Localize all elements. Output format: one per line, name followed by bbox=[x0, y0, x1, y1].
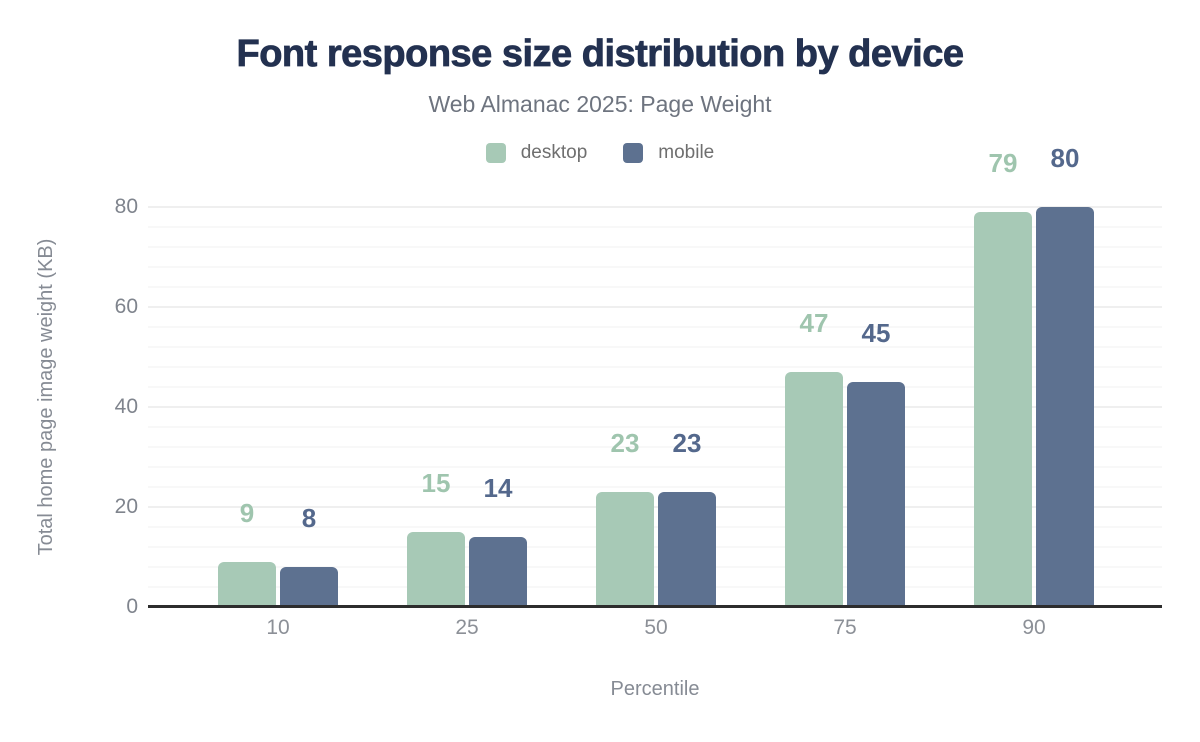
bar-desktop-p10[interactable] bbox=[218, 562, 276, 607]
x-tick-label-p90: 90 bbox=[1022, 616, 1046, 639]
legend-item-desktop[interactable]: desktop bbox=[485, 142, 588, 164]
minor-gridline bbox=[148, 586, 1162, 588]
bar-mobile-p90[interactable] bbox=[1036, 207, 1094, 607]
value-label-mobile-p75: 45 bbox=[861, 318, 891, 348]
value-label-mobile-p10: 8 bbox=[301, 503, 317, 533]
legend-item-mobile[interactable]: mobile bbox=[623, 142, 714, 164]
value-label-desktop-p10: 9 bbox=[239, 498, 255, 528]
x-tick-label-p25: 25 bbox=[455, 616, 479, 639]
chart-subtitle: Web Almanac 2025: Page Weight bbox=[428, 91, 772, 117]
minor-gridline bbox=[148, 326, 1162, 328]
value-label-mobile-p25: 14 bbox=[483, 473, 513, 503]
value-label-desktop-p50: 23 bbox=[610, 428, 640, 458]
minor-gridline bbox=[148, 446, 1162, 448]
bar-desktop-p25[interactable] bbox=[407, 532, 465, 607]
minor-gridline bbox=[148, 466, 1162, 468]
chart-title: Font response size distribution by devic… bbox=[236, 33, 964, 76]
bar-mobile-p50[interactable] bbox=[658, 492, 716, 607]
bar-desktop-p75[interactable] bbox=[785, 372, 843, 607]
minor-gridline bbox=[148, 546, 1162, 548]
minor-gridline bbox=[148, 266, 1162, 268]
bar-mobile-p10[interactable] bbox=[280, 567, 338, 607]
major-gridline bbox=[148, 206, 1162, 208]
minor-gridline bbox=[148, 286, 1162, 288]
x-tick-label-p50: 50 bbox=[644, 616, 668, 639]
minor-gridline bbox=[148, 426, 1162, 428]
minor-gridline bbox=[148, 246, 1162, 248]
minor-gridline bbox=[148, 526, 1162, 528]
value-label-desktop-p90: 79 bbox=[988, 148, 1018, 178]
major-gridline bbox=[148, 506, 1162, 508]
minor-gridline bbox=[148, 486, 1162, 488]
value-label-desktop-p25: 15 bbox=[421, 468, 451, 498]
major-gridline bbox=[148, 406, 1162, 408]
legend-label-desktop: desktop bbox=[520, 142, 588, 163]
bar-desktop-p50[interactable] bbox=[596, 492, 654, 607]
y-tick-label: 20 bbox=[114, 495, 138, 518]
y-tick-label: 60 bbox=[114, 295, 138, 318]
minor-gridline bbox=[148, 566, 1162, 568]
value-label-mobile-p50: 23 bbox=[672, 428, 702, 458]
y-tick-label: 80 bbox=[114, 195, 138, 218]
minor-gridline bbox=[148, 226, 1162, 228]
legend-label-mobile: mobile bbox=[658, 142, 715, 163]
value-label-desktop-p75: 47 bbox=[799, 308, 829, 338]
minor-gridline bbox=[148, 386, 1162, 388]
x-tick-label-p75: 75 bbox=[833, 616, 857, 639]
x-axis-title: Percentile bbox=[610, 678, 700, 700]
mobile-swatch-icon bbox=[623, 143, 644, 163]
y-tick-label: 0 bbox=[126, 595, 138, 618]
y-tick-label: 40 bbox=[114, 395, 138, 418]
x-tick-label-p10: 10 bbox=[266, 616, 290, 639]
bar-mobile-p75[interactable] bbox=[847, 382, 905, 607]
bar-mobile-p25[interactable] bbox=[469, 537, 527, 607]
major-gridline bbox=[148, 306, 1162, 308]
x-axis-line bbox=[148, 605, 1162, 608]
bar-desktop-p90[interactable] bbox=[974, 212, 1032, 607]
minor-gridline bbox=[148, 366, 1162, 368]
desktop-swatch-icon bbox=[485, 143, 506, 163]
value-label-mobile-p90: 80 bbox=[1050, 143, 1080, 173]
minor-gridline bbox=[148, 346, 1162, 348]
legend: desktop mobile bbox=[0, 142, 1200, 164]
